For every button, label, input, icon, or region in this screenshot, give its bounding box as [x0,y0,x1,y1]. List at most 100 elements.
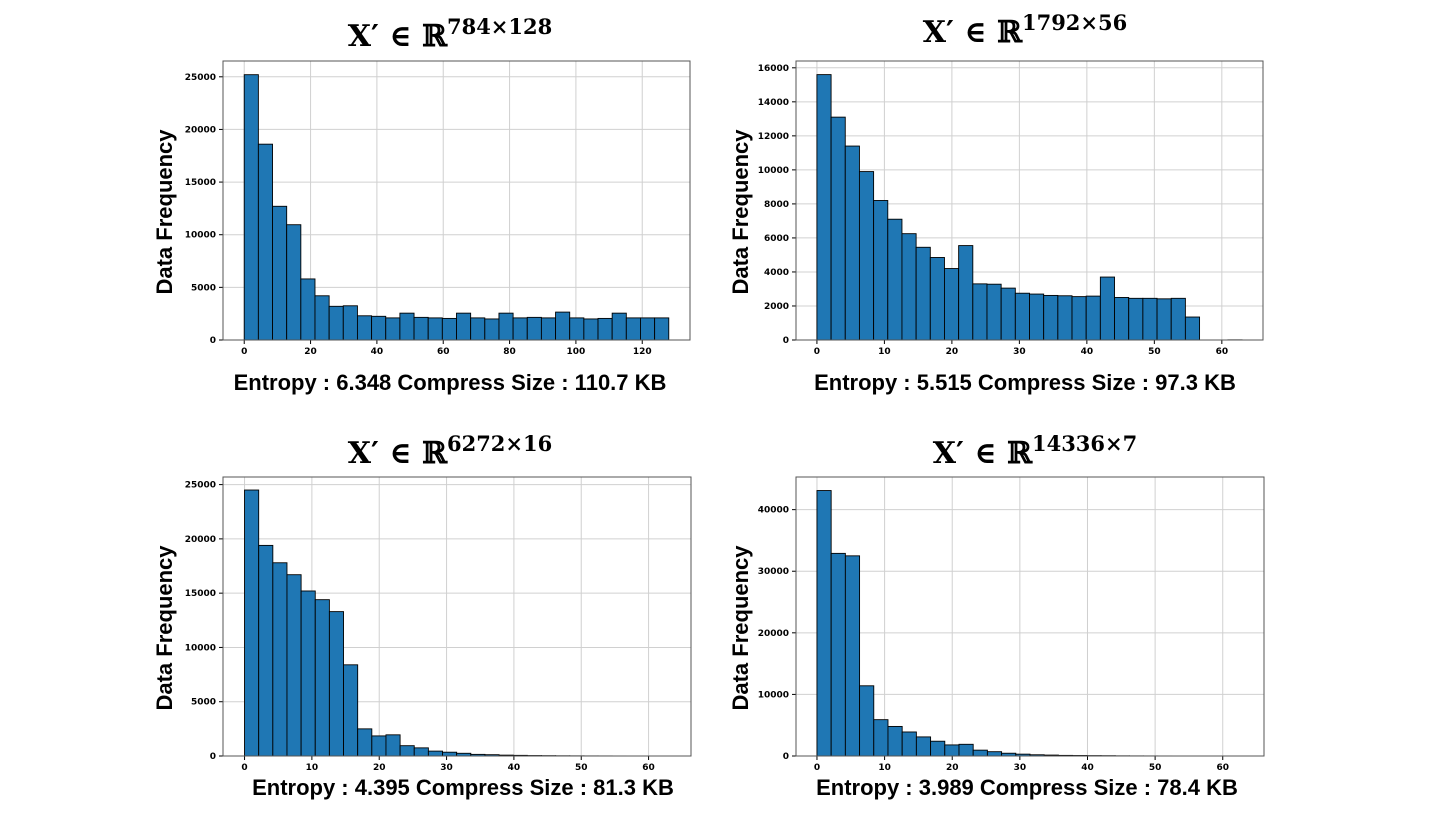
histogram-panel-4: 0 10 20 30 40 50 60 0 10000 20000 30000 40000 Data F… [728,431,1265,800]
histogram-bar [272,205,288,341]
histogram-bar [258,544,274,757]
chart-title-base: X′ ∈ ℝ [923,15,1023,50]
y-tick-label: 14000 [758,98,789,108]
x-tick-label: 20 [373,763,386,773]
histogram-bar [654,317,670,341]
chart-title: X′ ∈ ℝ6272×16 [348,431,553,471]
chart-title: X′ ∈ ℝ14336×7 [933,431,1138,471]
plot-frame [222,60,691,341]
x-tick-label: 60 [1216,347,1229,357]
y-axis-label: Data Frequency [728,545,753,711]
histogram-bar [243,74,259,341]
histogram-bar [371,315,387,341]
histogram-bar [356,315,373,341]
x-tick-label: 0 [814,763,820,773]
x-tick-label: 60 [1216,763,1229,773]
x-tick-label: 30 [1014,763,1027,773]
y-tick-label: 40000 [758,506,789,516]
y-tick-label: 15000 [185,589,216,599]
y-tick-label: 2000 [764,302,789,312]
x-tick-label: 30 [1013,347,1026,357]
y-tick-label: 16000 [758,64,789,74]
y-tick-label: 15000 [185,178,216,188]
x-tick-label: 50 [1149,763,1162,773]
y-tick-label: 20000 [185,535,216,545]
y-tick-label: 25000 [185,481,216,491]
x-tick-label: 50 [575,763,588,773]
histogram-bar [300,590,316,757]
y-tick-label: 10000 [758,690,789,700]
histogram-bar [1128,297,1144,341]
entropy-caption: Entropy : 6.348 Compress Size : 110.7 KB [234,370,667,395]
histogram-bar [286,574,302,757]
histogram-bar [328,305,344,341]
histogram-bar [413,747,429,757]
histogram-bar [1043,294,1059,341]
x-tick-label: 0 [814,347,820,357]
histogram-bar [887,725,903,757]
histogram-bar [640,317,656,341]
histogram-bar [470,317,486,341]
y-tick-label: 20000 [758,629,789,639]
histogram-bar [1170,297,1186,341]
y-axis-label: Data Frequency [728,129,753,295]
histogram-bar [314,295,330,341]
y-tick-label: 6000 [764,234,789,244]
y-tick-label: 4000 [764,268,789,278]
histogram-bar [498,312,514,341]
histogram-bar [540,317,557,341]
histogram-bar [342,305,358,341]
histogram-bar [399,312,415,341]
histogram-bar [1099,276,1115,341]
y-tick-label: 5000 [191,698,216,708]
x-tick-label: 10 [878,763,891,773]
histogram-panel-2: 0 10 20 30 40 50 60 0 2000 4000 6000 8000 10000 12000… [728,10,1264,395]
histogram-bar [901,731,917,757]
y-tick-label: 10000 [185,643,216,653]
histogram-bar [1142,297,1158,341]
histogram-bar [244,489,260,757]
histogram-bar [816,74,832,341]
y-axis-label: Data Frequency [152,129,177,295]
histogram-bar [272,562,288,757]
histogram-bar [399,745,415,757]
chart-title-base: X′ ∈ ℝ [933,436,1033,471]
histogram-bar [915,736,932,757]
y-tick-label: 5000 [191,283,216,293]
histogram-bar [944,268,960,341]
histogram-bar [830,116,846,341]
histogram-bar [844,145,860,341]
entropy-caption: Entropy : 5.515 Compress Size : 97.3 KB [814,370,1236,395]
x-tick-label: 80 [503,347,516,357]
histogram-bar [314,599,330,757]
x-tick-label: 20 [946,347,959,357]
y-tick-label: 0 [783,752,789,762]
chart-title-base: X′ ∈ ℝ [348,19,448,54]
histogram-bar [858,171,875,341]
x-tick-label: 10 [306,763,319,773]
histogram-bar [1114,297,1130,341]
entropy-caption: Entropy : 3.989 Compress Size : 78.4 KB [816,775,1238,800]
histogram-bar [569,317,585,341]
histogram-bar [1071,296,1087,341]
histogram-bar [1184,316,1201,341]
x-tick-label: 120 [633,347,652,357]
x-tick-label: 30 [440,763,453,773]
histogram-bar [484,318,500,341]
histogram-bar [929,257,945,341]
x-tick-label: 40 [1081,763,1094,773]
x-tick-label: 40 [371,347,384,357]
chart-title: X′ ∈ ℝ784×128 [348,14,553,54]
histogram-bar [427,750,443,757]
histogram-bar [972,283,988,341]
plot-frame [222,476,692,757]
histogram-bar [930,740,946,757]
histogram-bar [830,552,846,757]
y-tick-label: 0 [210,752,216,762]
histogram-bar [1085,295,1101,341]
histogram-bar [625,317,641,341]
histogram-bar [915,246,931,341]
y-tick-label: 10000 [185,231,216,241]
histogram-bar [257,143,273,341]
